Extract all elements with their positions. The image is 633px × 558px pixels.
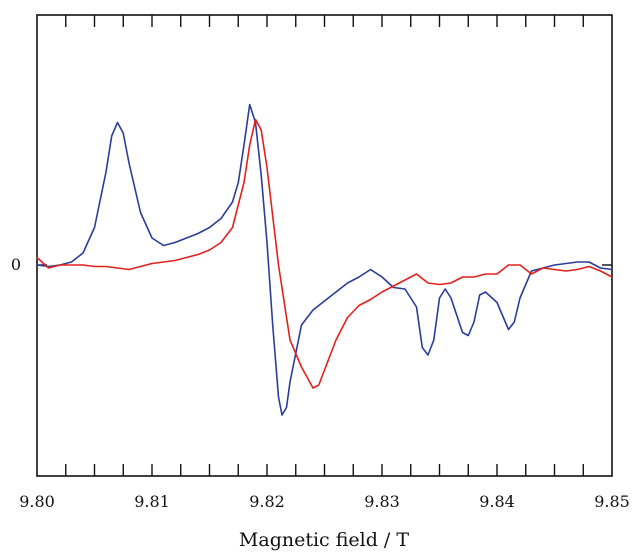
plot-frame — [36, 14, 613, 477]
x-tick-label: 9.84 — [479, 492, 515, 511]
x-axis-title: Magnetic field / T — [239, 529, 409, 551]
x-tick-label: 9.82 — [249, 492, 285, 511]
series-line-1 — [36, 103, 613, 416]
x-tick-label: 9.80 — [19, 492, 55, 511]
x-tick-label: 9.85 — [594, 492, 630, 511]
x-tick-label: 9.81 — [134, 492, 170, 511]
series-line-2 — [36, 118, 613, 389]
axis-ticks — [37, 15, 612, 476]
y-tick-label: 0 — [11, 255, 21, 274]
x-tick-label: 9.83 — [364, 492, 400, 511]
tick-labels: 0 9.80 9.81 9.82 9.83 9.84 9.85 — [11, 255, 630, 511]
series-layer — [36, 103, 613, 416]
